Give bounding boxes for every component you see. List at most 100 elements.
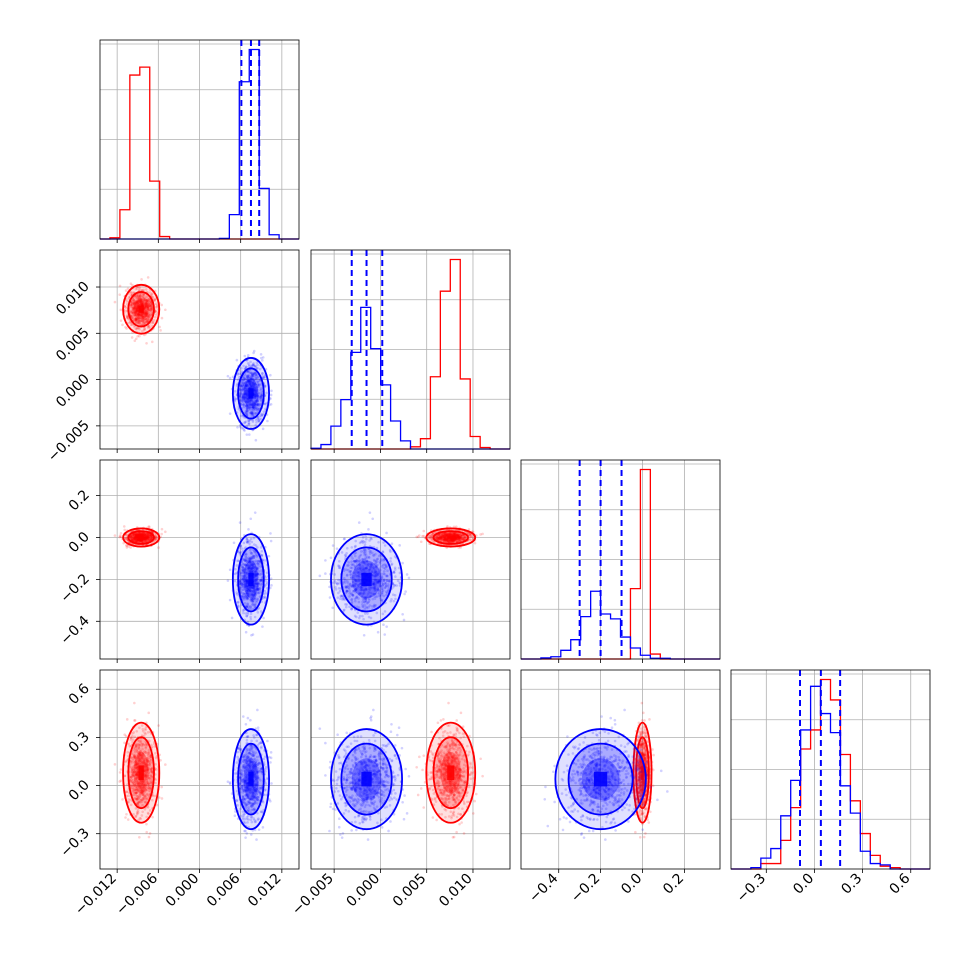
sample-point [146,317,150,321]
sample-point [135,309,138,313]
sample-point [132,307,136,310]
sample-point [129,303,132,307]
sample-point [132,314,136,317]
sample-point [226,579,230,582]
sample-point [139,313,143,317]
sample-point [145,299,149,302]
sample-point [136,310,140,313]
sample-point [270,389,273,393]
sample-point [134,306,138,310]
density-peak [248,572,254,586]
sample-point [140,296,144,299]
sample-point [121,323,124,327]
sample-point [118,771,122,774]
sample-point [331,606,335,610]
sample-point [113,763,117,766]
sample-point [141,302,144,305]
sample-point [134,309,138,313]
sample-point [142,328,146,332]
sample-point [139,313,142,317]
sample-point [376,630,380,634]
sample-point [143,298,147,302]
sample-point [154,310,157,313]
sample-point [135,306,139,310]
sample-point [148,317,151,321]
sample-point [145,295,148,299]
sample-point [270,584,273,587]
sample-point [160,797,164,800]
sample-point [134,327,138,331]
sample-point [236,425,239,429]
sample-point [119,768,123,771]
sample-point [138,302,141,305]
sample-point [328,585,331,589]
sample-point [142,317,146,321]
density-peak [138,305,144,313]
histogram-line [521,590,720,660]
sample-point [144,312,148,315]
sample-point [144,315,148,318]
sample-point [145,318,149,321]
sample-point [140,299,144,302]
sample-point [136,313,140,316]
sample-point [261,427,265,431]
sample-point [132,306,136,309]
sample-point [164,530,167,534]
sample-point [130,336,134,339]
sample-point [133,305,137,309]
sample-point [135,294,138,297]
sample-point [125,315,129,318]
sample-point [140,302,144,306]
sample-point [139,300,143,303]
sample-point [146,304,150,308]
sample-point [240,427,243,430]
density-peak [447,536,455,539]
sample-point [118,284,122,288]
sample-point [138,301,141,305]
sample-point [131,284,134,287]
sample-point [407,576,411,580]
sample-point [136,302,139,306]
sample-point [136,320,140,323]
sample-point [160,532,164,536]
sample-point [131,298,135,302]
sample-point [138,286,142,290]
sample-point [140,313,144,317]
sample-point [133,311,136,314]
sample-point [135,317,139,320]
sample-point [129,291,133,294]
sample-point [146,307,150,310]
sample-point [145,303,148,307]
sample-point [138,295,142,298]
sample-point [134,318,138,322]
sample-point [145,302,149,305]
sample-point [141,315,145,319]
sample-point [128,320,132,324]
sample-point [130,300,133,303]
sample-point [131,307,135,310]
sample-point [368,511,372,514]
sample-point [160,303,164,307]
sample-point [139,292,142,296]
sample-point [136,313,140,316]
sample-point [249,517,253,521]
sample-point [385,625,388,628]
sample-point [137,316,141,319]
sample-point [148,304,152,308]
sample-point [137,319,141,323]
sample-point [138,312,141,316]
sample-point [139,317,142,321]
sample-point [404,590,407,593]
sample-point [140,319,143,323]
sample-point [228,376,232,380]
sample-point [140,302,144,306]
sample-point [146,300,149,304]
sample-point [160,316,164,320]
sample-point [269,393,273,397]
sample-point [140,301,144,304]
sample-point [142,322,146,325]
sample-point [135,309,139,313]
sample-point [146,315,150,318]
sample-point [135,304,139,308]
sample-point [226,374,230,378]
